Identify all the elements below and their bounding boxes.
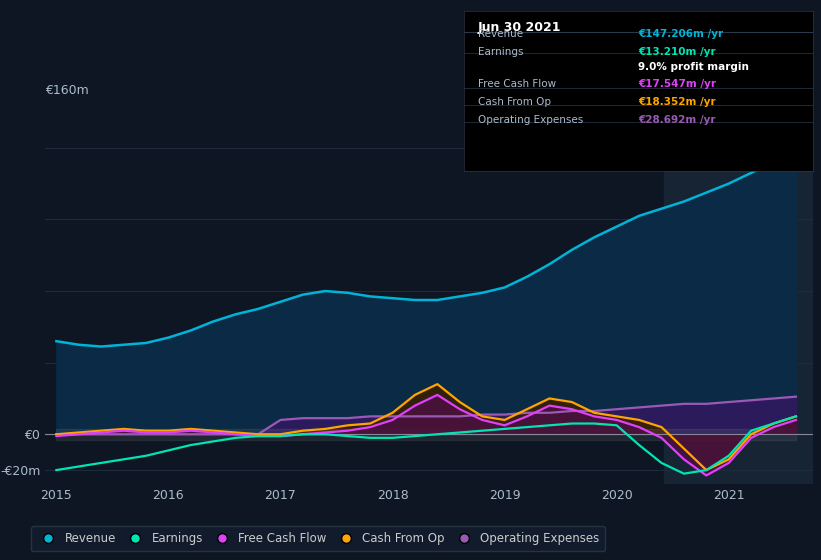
Text: Earnings: Earnings bbox=[478, 46, 523, 57]
Text: €160m: €160m bbox=[45, 84, 89, 97]
Text: €18.352m /yr: €18.352m /yr bbox=[639, 97, 716, 107]
Bar bbox=[663, 112, 821, 484]
Text: €17.547m /yr: €17.547m /yr bbox=[639, 80, 717, 90]
Text: Cash From Op: Cash From Op bbox=[478, 97, 551, 107]
Text: €13.210m /yr: €13.210m /yr bbox=[639, 46, 716, 57]
Text: 9.0% profit margin: 9.0% profit margin bbox=[639, 62, 750, 72]
Legend: Revenue, Earnings, Free Cash Flow, Cash From Op, Operating Expenses: Revenue, Earnings, Free Cash Flow, Cash … bbox=[30, 526, 605, 551]
Text: Operating Expenses: Operating Expenses bbox=[478, 114, 583, 124]
Text: Revenue: Revenue bbox=[478, 29, 523, 39]
Text: Jun 30 2021: Jun 30 2021 bbox=[478, 21, 562, 34]
Text: Free Cash Flow: Free Cash Flow bbox=[478, 80, 556, 90]
Text: €28.692m /yr: €28.692m /yr bbox=[639, 114, 716, 124]
Text: €147.206m /yr: €147.206m /yr bbox=[639, 29, 723, 39]
